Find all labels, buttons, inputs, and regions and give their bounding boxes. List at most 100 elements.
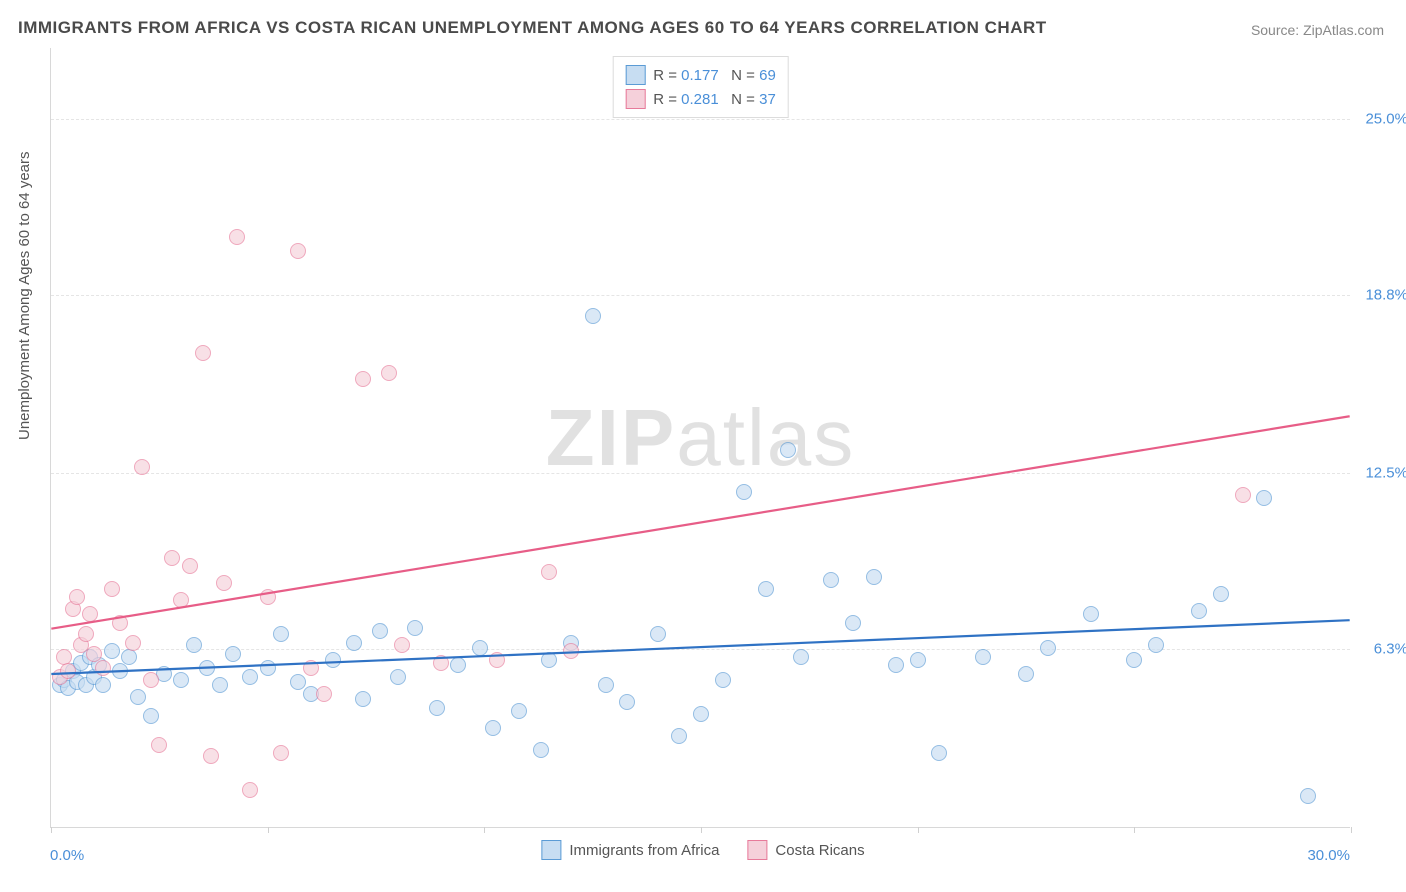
data-point-africa bbox=[1256, 490, 1272, 506]
legend-series-africa: Immigrants from Africa bbox=[541, 840, 719, 860]
data-point-africa bbox=[736, 484, 752, 500]
data-point-costarica bbox=[78, 626, 94, 642]
data-point-africa bbox=[325, 652, 341, 668]
source-attribution: Source: ZipAtlas.com bbox=[1251, 22, 1384, 38]
data-point-costarica bbox=[563, 643, 579, 659]
data-point-costarica bbox=[394, 637, 410, 653]
data-point-africa bbox=[372, 623, 388, 639]
watermark-bold: ZIP bbox=[546, 393, 676, 482]
data-point-africa bbox=[845, 615, 861, 631]
watermark: ZIPatlas bbox=[546, 392, 855, 484]
data-point-africa bbox=[104, 643, 120, 659]
data-point-africa bbox=[173, 672, 189, 688]
legend-series-label-costarica: Costa Ricans bbox=[775, 842, 864, 859]
data-point-africa bbox=[931, 745, 947, 761]
data-point-costarica bbox=[134, 459, 150, 475]
x-tick bbox=[484, 827, 485, 833]
data-point-africa bbox=[112, 663, 128, 679]
data-point-africa bbox=[429, 700, 445, 716]
source-prefix: Source: bbox=[1251, 22, 1303, 38]
data-point-africa bbox=[390, 669, 406, 685]
legend-series: Immigrants from Africa Costa Ricans bbox=[541, 840, 864, 860]
data-point-africa bbox=[186, 637, 202, 653]
data-point-costarica bbox=[60, 663, 76, 679]
data-point-costarica bbox=[182, 558, 198, 574]
legend-r-costarica: R = 0.281 N = 37 bbox=[653, 91, 776, 108]
x-tick bbox=[51, 827, 52, 833]
data-point-costarica bbox=[203, 748, 219, 764]
data-point-costarica bbox=[489, 652, 505, 668]
legend-swatch-costarica-b bbox=[747, 840, 767, 860]
x-tick bbox=[918, 827, 919, 833]
legend-series-costarica: Costa Ricans bbox=[747, 840, 864, 860]
legend-series-label-africa: Immigrants from Africa bbox=[569, 842, 719, 859]
x-tick bbox=[1351, 827, 1352, 833]
data-point-costarica bbox=[242, 782, 258, 798]
data-point-costarica bbox=[273, 745, 289, 761]
gridline bbox=[51, 295, 1350, 296]
y-axis-title: Unemployment Among Ages 60 to 64 years bbox=[16, 151, 33, 440]
legend-swatch-costarica bbox=[625, 89, 645, 109]
data-point-costarica bbox=[143, 672, 159, 688]
legend-stats-row-africa: R = 0.177 N = 69 bbox=[625, 63, 776, 87]
watermark-rest: atlas bbox=[676, 393, 855, 482]
data-point-africa bbox=[888, 657, 904, 673]
data-point-africa bbox=[407, 620, 423, 636]
data-point-africa bbox=[485, 720, 501, 736]
data-point-costarica bbox=[355, 371, 371, 387]
data-point-africa bbox=[355, 691, 371, 707]
legend-stats-row-costarica: R = 0.281 N = 37 bbox=[625, 87, 776, 111]
x-tick bbox=[268, 827, 269, 833]
legend-swatch-africa-b bbox=[541, 840, 561, 860]
y-tick-label: 12.5% bbox=[1365, 465, 1406, 482]
data-point-africa bbox=[650, 626, 666, 642]
data-point-costarica bbox=[216, 575, 232, 591]
x-tick bbox=[701, 827, 702, 833]
gridline bbox=[51, 119, 1350, 120]
data-point-costarica bbox=[195, 345, 211, 361]
data-point-costarica bbox=[164, 550, 180, 566]
data-point-costarica bbox=[316, 686, 332, 702]
data-point-africa bbox=[212, 677, 228, 693]
data-point-costarica bbox=[260, 589, 276, 605]
data-point-costarica bbox=[541, 564, 557, 580]
data-point-africa bbox=[758, 581, 774, 597]
data-point-africa bbox=[533, 742, 549, 758]
source-link[interactable]: ZipAtlas.com bbox=[1303, 22, 1384, 38]
data-point-africa bbox=[1040, 640, 1056, 656]
data-point-africa bbox=[823, 572, 839, 588]
data-point-costarica bbox=[303, 660, 319, 676]
legend-r-africa: R = 0.177 N = 69 bbox=[653, 67, 776, 84]
plot-area: ZIPatlas R = 0.177 N = 69 R = 0.281 N = 3… bbox=[50, 48, 1350, 828]
data-point-africa bbox=[450, 657, 466, 673]
x-axis-min-label: 0.0% bbox=[50, 847, 84, 864]
data-point-africa bbox=[793, 649, 809, 665]
data-point-africa bbox=[715, 672, 731, 688]
data-point-africa bbox=[910, 652, 926, 668]
data-point-africa bbox=[1083, 606, 1099, 622]
data-point-costarica bbox=[381, 365, 397, 381]
data-point-costarica bbox=[112, 615, 128, 631]
data-point-africa bbox=[273, 626, 289, 642]
data-point-costarica bbox=[151, 737, 167, 753]
data-point-africa bbox=[260, 660, 276, 676]
data-point-africa bbox=[1018, 666, 1034, 682]
data-point-costarica bbox=[1235, 487, 1251, 503]
y-tick-label: 18.8% bbox=[1365, 286, 1406, 303]
x-axis-max-label: 30.0% bbox=[1307, 847, 1350, 864]
x-tick bbox=[1134, 827, 1135, 833]
data-point-africa bbox=[143, 708, 159, 724]
data-point-africa bbox=[346, 635, 362, 651]
data-point-costarica bbox=[82, 606, 98, 622]
data-point-africa bbox=[866, 569, 882, 585]
data-point-africa bbox=[619, 694, 635, 710]
data-point-africa bbox=[511, 703, 527, 719]
data-point-costarica bbox=[69, 589, 85, 605]
data-point-africa bbox=[975, 649, 991, 665]
data-point-africa bbox=[1148, 637, 1164, 653]
data-point-africa bbox=[780, 442, 796, 458]
data-point-africa bbox=[242, 669, 258, 685]
data-point-africa bbox=[671, 728, 687, 744]
trend-line-costarica bbox=[51, 416, 1349, 628]
legend-swatch-africa bbox=[625, 65, 645, 85]
